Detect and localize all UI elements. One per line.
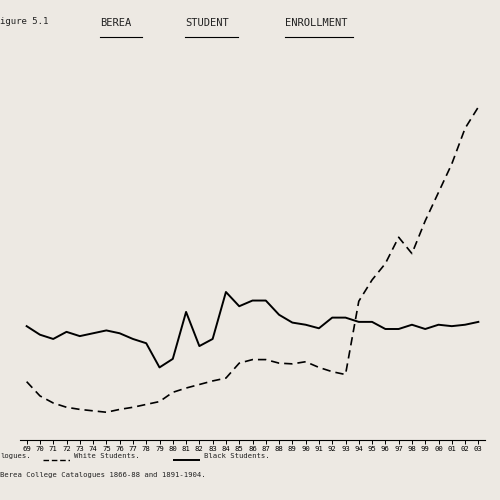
Text: igure 5.1: igure 5.1 <box>0 18 48 26</box>
Text: White Students.: White Students. <box>74 453 140 459</box>
Text: logues.: logues. <box>0 453 30 459</box>
Text: STUDENT: STUDENT <box>185 18 229 28</box>
Text: Black Students.: Black Students. <box>204 453 270 459</box>
Text: Berea College Catalogues 1866-88 and 1891-1904.: Berea College Catalogues 1866-88 and 189… <box>0 472 206 478</box>
Text: BEREA: BEREA <box>100 18 131 28</box>
Text: ENROLLMENT: ENROLLMENT <box>285 18 348 28</box>
